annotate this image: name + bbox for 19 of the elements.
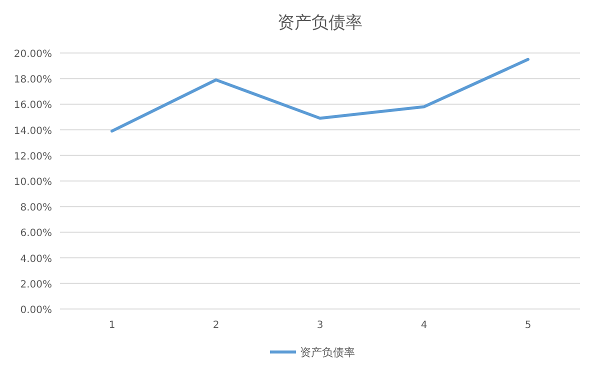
- y-tick-label: 12.00%: [14, 151, 52, 162]
- x-tick-label: 3: [316, 320, 324, 331]
- line-series: [110, 58, 530, 133]
- y-tick-label: 8.00%: [20, 202, 52, 214]
- y-tick-label: 2.00%: [20, 279, 52, 290]
- x-tick-label: 5: [524, 320, 532, 331]
- x-tick-label: 4: [420, 320, 428, 331]
- y-tick-label: 10.00%: [14, 177, 52, 188]
- legend-label: 资产负债率: [300, 346, 355, 359]
- y-tick-label: 20.00%: [14, 49, 52, 60]
- y-tick-label: 4.00%: [20, 254, 52, 265]
- chart-title: 资产负债率: [278, 13, 362, 33]
- y-tick-label: 0.00%: [20, 305, 52, 316]
- y-tick-label: 6.00%: [20, 228, 52, 240]
- x-tick-label: 1: [108, 320, 116, 331]
- y-tick-label: 16.00%: [14, 100, 52, 112]
- y-tick-label: 14.00%: [14, 126, 52, 137]
- x-tick-label: 2: [212, 320, 220, 331]
- y-tick-label: 18.00%: [14, 74, 52, 86]
